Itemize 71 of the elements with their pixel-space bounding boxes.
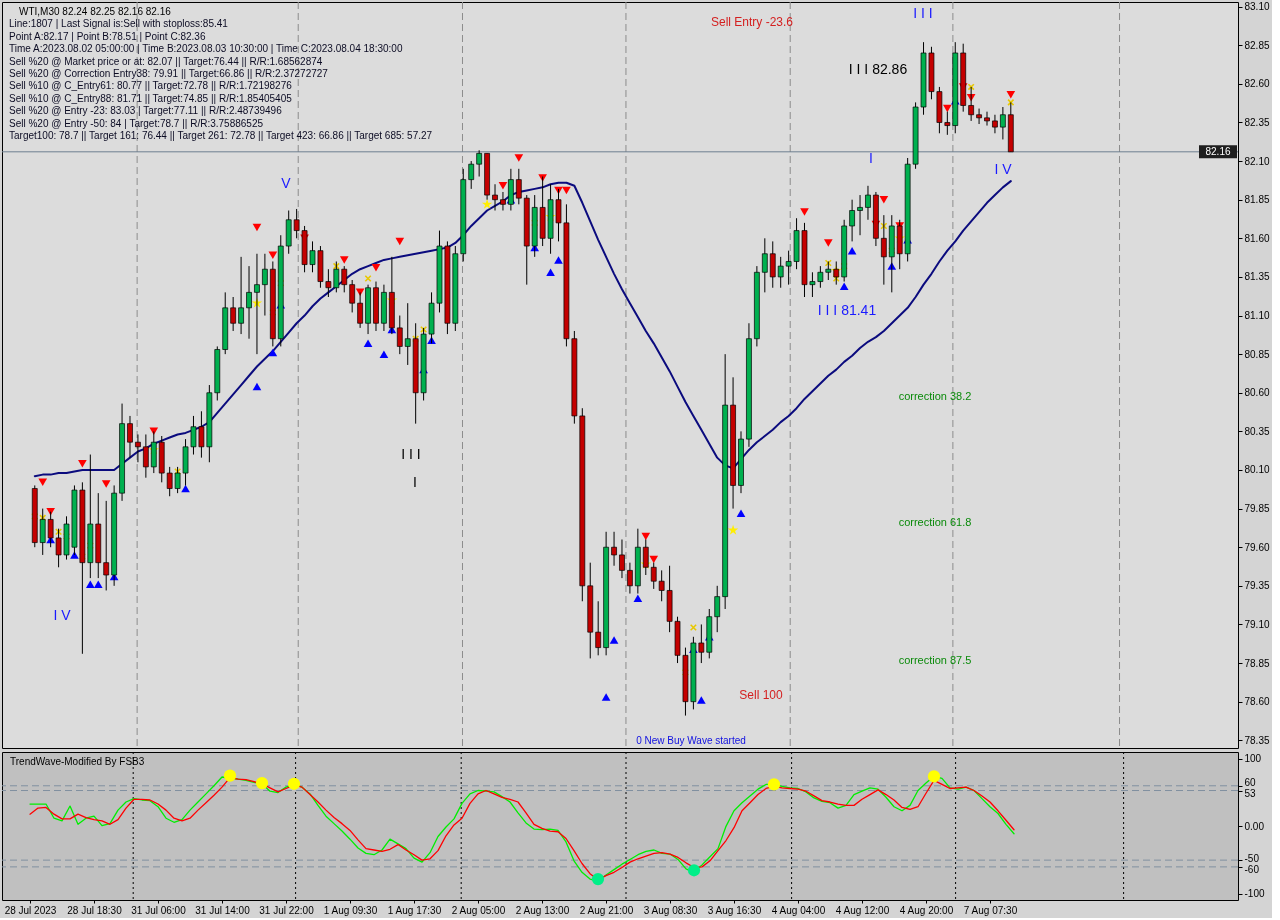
y-tick-label: 79.35 — [1244, 580, 1270, 592]
y-tick-label: 79.60 — [1244, 541, 1270, 553]
y-tick-label: 82.60 — [1244, 78, 1270, 90]
y-tick-label: 60 — [1244, 777, 1257, 789]
y-tick-label: 0.00 — [1244, 820, 1265, 832]
y-tick-label: 82.35 — [1244, 116, 1270, 128]
annotation: Sell 100 — [739, 688, 783, 702]
y-tick-label: 80.60 — [1244, 387, 1270, 399]
x-tick-label: 31 Jul 22:00 — [259, 904, 315, 916]
x-tick-label: 3 Aug 08:30 — [643, 904, 698, 916]
x-tick-label: 3 Aug 16:30 — [707, 904, 762, 916]
y-tick-label: -100 — [1244, 888, 1265, 900]
chart-title: TrendWave-Modified By FSB3 — [10, 756, 145, 767]
y-tick-label: 81.35 — [1244, 271, 1270, 283]
y-tick-label: 78.85 — [1244, 657, 1270, 669]
x-tick-label: 2 Aug 05:00 — [451, 904, 506, 916]
annotation: Sell %10 @ C_Entry61: 80.77 || Target:72.78 || R/R:1.72198276 — [9, 80, 293, 92]
y-tick-label: 81.60 — [1244, 232, 1270, 244]
annotation: correction 87.5 — [898, 654, 972, 666]
annotation: Time A:2023.08.02 05:00:00 | Time B:2023.08.03 10:30:00 | Time C:2023.08.04 18:30:00 — [9, 43, 403, 55]
annotation: Sell %20 @ Market price or at: 82.07 || Target:76.44 || R/R:1.68562874 — [9, 55, 323, 67]
annotation: I I I — [401, 446, 421, 462]
y-tick-label: -50 — [1244, 852, 1260, 864]
annotation: I I I 81.41 — [817, 302, 877, 318]
x-tick-label: 4 Aug 04:00 — [771, 904, 826, 916]
annotation: Target100: 78.7 || Target 161: 76.44 || Target 261: 72.78 || Target 423: 66.86 || Target 685: 57.27 — [9, 130, 433, 141]
annotation: 0 New Buy Wave started — [636, 735, 746, 746]
x-tick-label: 2 Aug 21:00 — [579, 904, 634, 916]
annotation: Sell %10 @ C_Entry88: 81.71 || Target:74.85 || R/R:1.85405405 — [9, 92, 293, 104]
annotation: Sell %20 @ Correction Entry38: 79.91 || Target:66.86 || R/R:2.37272727 — [9, 68, 329, 79]
y-tick-label: 81.85 — [1244, 194, 1270, 206]
annotation: Sell Entry -23.6 — [710, 15, 794, 29]
x-tick-label: 2 Aug 13:00 — [515, 904, 570, 916]
y-tick-label: 81.10 — [1244, 310, 1270, 322]
annotation: I I I 82.86 — [848, 61, 908, 77]
y-tick-label: 53 — [1244, 788, 1257, 800]
y-tick-label: 79.10 — [1244, 618, 1270, 630]
x-tick-label: 4 Aug 12:00 — [835, 904, 890, 916]
x-tick-label: 31 Jul 14:00 — [195, 904, 251, 916]
annotation: Sell %20 @ Entry -23: 83.03 | Target:77.11 || R/R:2.48739496 — [9, 105, 283, 117]
y-tick-label: 80.10 — [1244, 464, 1270, 476]
x-tick-label: 1 Aug 17:30 — [387, 904, 442, 916]
y-tick-label: 83.10 — [1244, 1, 1270, 13]
annotation: I — [869, 150, 873, 166]
x-tick-label: 1 Aug 09:30 — [323, 904, 378, 916]
annotation: correction 61.8 — [898, 516, 972, 528]
y-tick-label: 100 — [1244, 753, 1262, 765]
annotation: Line:1807 | Last Signal is:Sell with stoploss:85.41 — [9, 18, 229, 30]
annotation: V — [281, 175, 292, 191]
chart-title: WTI,M30 82.24 82.25 82.16 82.16 — [19, 6, 172, 17]
annotation: I V — [53, 607, 72, 623]
y-tick-label: 78.60 — [1244, 696, 1270, 708]
y-tick-label: 78.35 — [1244, 734, 1270, 746]
y-tick-label: 79.85 — [1244, 503, 1270, 515]
annotation: correction 38.2 — [898, 390, 972, 402]
y-tick-label: 82.85 — [1244, 39, 1270, 51]
y-tick-label: 80.85 — [1244, 348, 1270, 360]
x-tick-label: 28 Jul 2023 — [4, 904, 57, 916]
annotation: I V — [994, 161, 1013, 177]
annotation: Point A:82.17 | Point B:78.51 | Point C:82.36 — [9, 30, 206, 42]
x-tick-label: 4 Aug 20:00 — [899, 904, 954, 916]
annotation: I I I — [913, 5, 933, 21]
y-tick-label: 82.10 — [1244, 155, 1270, 167]
y-tick-label: 80.35 — [1244, 425, 1270, 437]
x-tick-label: 31 Jul 06:00 — [131, 904, 187, 916]
ref-line-label: 82.16 — [1205, 145, 1231, 157]
x-tick-label: 28 Jul 18:30 — [67, 904, 123, 916]
annotation: I — [413, 474, 417, 490]
x-tick-label: 7 Aug 07:30 — [963, 904, 1018, 916]
annotation: Sell %20 @ Entry -50: 84 | Target:78.7 || R/R:3.75886525 — [9, 117, 264, 129]
y-tick-label: -60 — [1244, 863, 1260, 875]
